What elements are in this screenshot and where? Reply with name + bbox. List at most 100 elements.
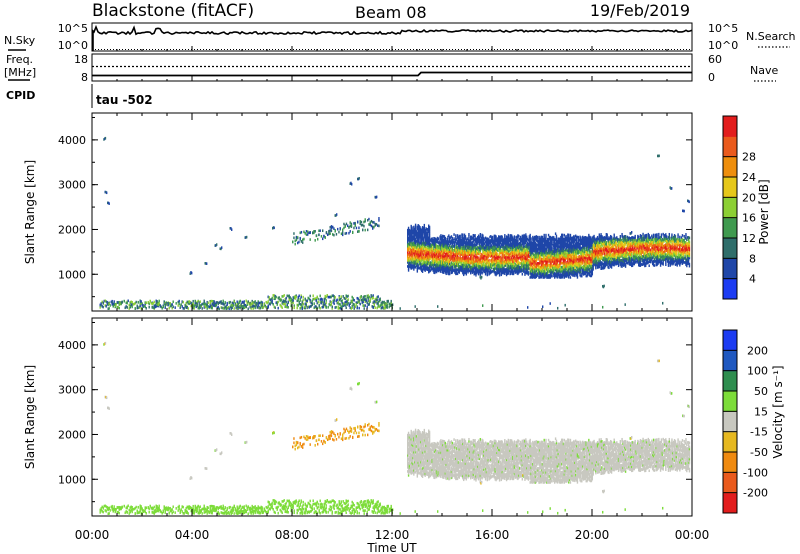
power-cell (493, 260, 496, 264)
power-cell (540, 255, 542, 259)
power-cell (634, 261, 636, 264)
power-cell (421, 228, 424, 231)
power-cell (535, 269, 538, 273)
power-cell (463, 263, 465, 266)
power-cell (550, 250, 552, 254)
power-cell (611, 263, 614, 266)
power-cell (656, 241, 658, 244)
power-cell (525, 269, 527, 273)
power-cell (489, 249, 491, 253)
power-cell (567, 269, 569, 273)
power-cell (417, 254, 419, 257)
power-cell (417, 234, 419, 237)
power-cell (423, 227, 426, 231)
power-cell (498, 247, 500, 250)
power-cell (471, 241, 474, 244)
power-cell (416, 261, 419, 265)
power-cell (421, 259, 423, 262)
power-cell (449, 256, 451, 260)
power-cell (445, 244, 447, 247)
power-cell (620, 244, 622, 248)
power-cell (536, 251, 538, 255)
power-cell (660, 239, 663, 243)
power-cell (553, 262, 555, 266)
power-cell (615, 244, 617, 248)
power-cell (585, 256, 587, 260)
power-cell (572, 256, 574, 259)
power-cell (422, 243, 425, 246)
power-cell (446, 262, 448, 265)
power-cell (477, 248, 479, 251)
power-cell (498, 253, 501, 257)
power-cell (523, 256, 525, 259)
power-cell (568, 253, 571, 256)
power-cell (562, 269, 565, 273)
power-cell (591, 254, 594, 258)
power-cell (545, 243, 547, 247)
power-cell (538, 258, 540, 261)
power-cell (544, 249, 546, 253)
power-cell (561, 257, 563, 261)
power-cell (553, 274, 555, 278)
power-cell (456, 264, 459, 268)
power-cell (514, 263, 517, 266)
power-cell (446, 243, 448, 247)
power-cell (610, 265, 612, 268)
power-cell (540, 257, 543, 261)
power-cell (460, 261, 462, 264)
power-cell (665, 253, 667, 256)
power-cell (531, 268, 533, 271)
power-cell (582, 236, 585, 240)
power-cell (575, 241, 578, 245)
power-cell (592, 243, 594, 247)
power-cell (483, 255, 485, 258)
power-cell (471, 271, 474, 274)
power-cell (407, 232, 409, 236)
power-cell (652, 250, 654, 254)
power-cell (597, 261, 600, 265)
power-cell (682, 244, 685, 248)
power-cell (566, 268, 568, 272)
power-cell (586, 242, 588, 246)
power-cell (448, 254, 450, 258)
power-cell (526, 255, 529, 259)
power-cell (640, 257, 643, 260)
power-cell (488, 248, 490, 252)
power-cell (435, 253, 437, 257)
power-cell (529, 243, 531, 247)
power-cell (658, 253, 660, 256)
power-cell (591, 270, 594, 274)
power-cell (529, 253, 531, 257)
power-cell (511, 254, 513, 258)
power-cell (549, 241, 552, 245)
power-cell (550, 254, 552, 258)
power-cell (564, 242, 566, 246)
power-cell (542, 276, 545, 279)
power-cell (629, 263, 631, 266)
power-cell (554, 274, 556, 277)
power-cell (501, 239, 503, 243)
power-cell (679, 253, 681, 257)
power-cell (661, 246, 664, 249)
power-cell (586, 244, 588, 248)
power-cell (659, 248, 661, 251)
power-cell (508, 267, 510, 271)
power-cell (550, 240, 552, 244)
power-cell (515, 268, 517, 271)
power-cell (530, 275, 532, 279)
power-cell (579, 241, 581, 245)
power-cell (525, 253, 527, 257)
power-cell (544, 267, 546, 271)
power-cell (628, 248, 630, 252)
power-cell (557, 247, 559, 251)
power-cell (470, 255, 472, 259)
power-cell (563, 270, 566, 273)
power-cell (452, 253, 454, 256)
power-cell (654, 255, 657, 259)
power-cell (557, 253, 559, 257)
power-cell (666, 237, 668, 240)
power-cell (564, 272, 566, 276)
power-cell (599, 263, 601, 266)
power-cell (479, 245, 482, 248)
power-cell (426, 252, 428, 255)
